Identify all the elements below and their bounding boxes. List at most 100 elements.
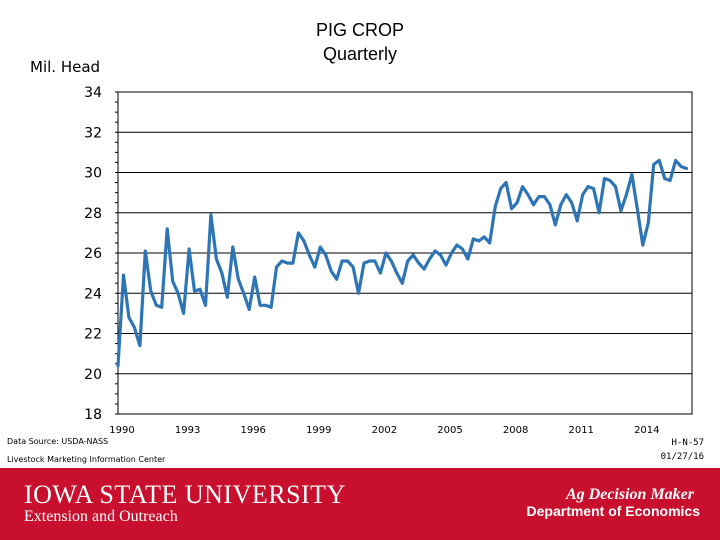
data-point	[133, 326, 136, 329]
y-tick-label: 18	[84, 407, 102, 423]
data-point	[247, 307, 251, 311]
y-tick-label: 24	[84, 286, 102, 302]
gridlines	[118, 91, 692, 375]
data-point	[149, 289, 153, 293]
y-tick-label: 20	[84, 367, 102, 383]
x-tick-label: 1999	[306, 425, 331, 436]
data-point	[176, 291, 180, 295]
data-point	[668, 179, 672, 182]
data-point	[231, 245, 235, 249]
x-tick-label: 2011	[568, 425, 593, 436]
data-point	[143, 249, 147, 253]
data-point	[182, 311, 186, 315]
data-point	[455, 243, 459, 247]
data-point	[482, 235, 486, 239]
data-point	[652, 163, 656, 166]
data-point	[521, 185, 524, 188]
data-point	[187, 247, 191, 251]
data-point	[564, 193, 568, 197]
chart-subtitle: Quarterly	[322, 44, 398, 64]
data-point	[171, 279, 175, 283]
data-point	[291, 261, 295, 265]
data-point	[220, 271, 224, 275]
data-point	[493, 205, 497, 209]
data-point	[685, 167, 688, 170]
data-point	[204, 303, 207, 307]
data-point	[575, 219, 579, 223]
data-point	[297, 231, 300, 235]
data-point	[597, 211, 601, 215]
series-line-pig-crop	[116, 158, 689, 368]
data-point	[368, 259, 371, 263]
data-point	[646, 221, 650, 225]
data-point	[461, 247, 464, 251]
x-tick-label: 2002	[372, 425, 397, 436]
data-point	[389, 259, 393, 263]
x-tick-labels: 1990 1993 1996 1999 2002 2005 2008 2011 2014	[109, 425, 659, 436]
data-point	[122, 273, 125, 277]
y-tick-label: 26	[84, 246, 102, 262]
data-point	[608, 179, 612, 182]
data-point	[586, 185, 590, 188]
data-point	[116, 364, 120, 368]
chart-date: 01/27/16	[660, 452, 704, 462]
data-point	[417, 261, 421, 265]
data-point	[253, 275, 257, 279]
x-tick-label: 2014	[634, 425, 659, 436]
data-point	[269, 305, 273, 309]
data-point	[357, 291, 360, 295]
data-point	[466, 257, 470, 261]
data-point	[537, 195, 541, 199]
data-point	[379, 271, 382, 275]
data-point	[307, 253, 311, 257]
x-tick-label: 1990	[109, 425, 134, 436]
data-point	[630, 173, 634, 176]
data-point	[548, 203, 552, 207]
data-point	[225, 295, 229, 299]
data-point	[351, 265, 355, 269]
data-point	[160, 305, 164, 309]
university-name: IOWA STATE UNIVERSITY	[24, 480, 346, 509]
data-point	[679, 165, 683, 168]
data-point	[504, 181, 508, 184]
data-point	[581, 193, 585, 197]
series-layer	[116, 158, 689, 368]
data-point	[209, 213, 213, 217]
lmic-note: Livestock Marketing Information Center	[7, 455, 166, 464]
data-point	[526, 193, 530, 197]
y-tick-label: 22	[84, 327, 102, 343]
y-tick-label: 28	[84, 206, 102, 222]
data-point	[674, 159, 677, 162]
data-point	[657, 159, 661, 162]
data-point	[138, 344, 142, 347]
data-point	[154, 303, 158, 307]
data-point	[264, 303, 267, 307]
data-point	[603, 177, 606, 180]
data-point	[592, 187, 595, 191]
data-point	[428, 257, 431, 261]
data-point	[340, 259, 344, 263]
data-point	[471, 237, 475, 241]
data-point	[614, 185, 617, 188]
data-point	[258, 303, 262, 307]
data-point	[373, 259, 377, 263]
x-tick-label: 1993	[175, 425, 200, 436]
data-point	[400, 281, 404, 285]
y-tick-labels: 18 20 22 24 26 28 30 32 34	[84, 85, 102, 423]
ag-decision-maker: Ag Decision Maker	[566, 486, 694, 503]
data-point	[242, 291, 246, 295]
data-point	[619, 209, 623, 213]
x-tick-label: 2008	[503, 425, 528, 436]
plot-frame	[117, 91, 693, 415]
data-point	[515, 201, 519, 205]
data-point	[532, 203, 535, 207]
data-point	[165, 227, 169, 231]
data-point	[346, 259, 349, 263]
data-point	[280, 259, 284, 263]
data-point	[553, 223, 557, 227]
data-source-note: Data Source: USDA-NASS	[7, 437, 109, 446]
data-point	[395, 271, 399, 275]
data-point	[318, 245, 322, 249]
data-point	[543, 195, 546, 199]
data-point	[198, 287, 202, 291]
